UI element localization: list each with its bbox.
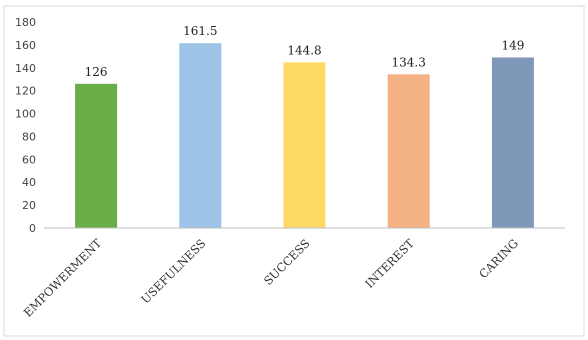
y-tick-label: 100 [15, 108, 36, 121]
data-label-empowerment: 126 [85, 65, 108, 79]
y-tick-label: 40 [22, 176, 36, 189]
data-label-interest: 134.3 [392, 55, 426, 69]
y-tick-label: 180 [15, 16, 36, 29]
data-labels: 126 161.5 144.8 134.3 149 [85, 24, 525, 79]
y-tick-label: 120 [15, 85, 36, 98]
y-tick-label: 60 [22, 153, 36, 166]
bar-caring [491, 57, 534, 228]
y-tick-label: 80 [22, 130, 36, 143]
bar-interest [387, 74, 430, 228]
y-axis: 0 20 40 60 80 100 120 140 160 180 [15, 16, 36, 235]
bars [75, 43, 534, 229]
y-tick-label: 140 [15, 62, 36, 75]
y-tick-label: 20 [22, 199, 36, 212]
y-tick-label: 160 [15, 39, 36, 52]
data-label-success: 144.8 [287, 43, 321, 57]
y-tick-label: 0 [29, 222, 36, 235]
data-label-usefulness: 161.5 [183, 24, 217, 38]
bar-success [283, 62, 326, 229]
data-label-caring: 149 [501, 38, 524, 52]
bar-empowerment [75, 83, 118, 228]
bar-usefulness [179, 43, 222, 228]
